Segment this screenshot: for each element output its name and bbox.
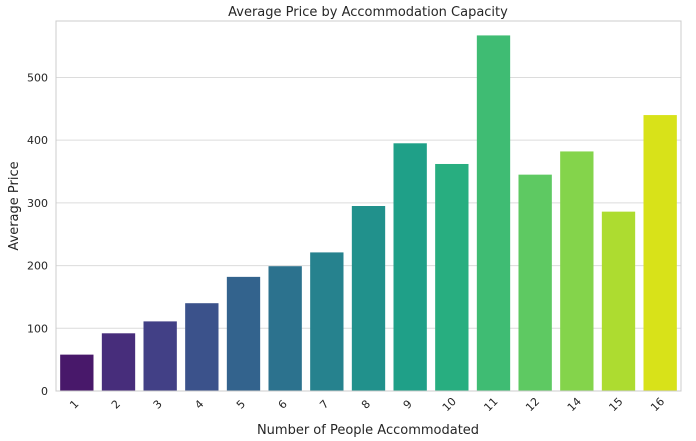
- y-tick-label: 100: [27, 322, 48, 335]
- x-tick-label: 11: [481, 395, 500, 414]
- y-tick-label: 400: [27, 134, 48, 147]
- x-tick-label: 16: [648, 395, 667, 414]
- y-tick-labels: 0 100 200 300 400 500: [27, 71, 48, 398]
- chart-title: Average Price by Accommodation Capacity: [228, 5, 508, 20]
- bar-4: [185, 303, 219, 391]
- bar-1: [60, 354, 94, 391]
- bar-10: [435, 163, 469, 391]
- x-tick-label: 5: [234, 397, 248, 411]
- y-tick-label: 500: [27, 71, 48, 84]
- x-tick-label: 3: [151, 397, 165, 411]
- bar-16: [643, 115, 677, 391]
- y-axis-label: Average Price: [7, 161, 22, 250]
- bar-3: [143, 321, 177, 391]
- x-tick-label: 8: [359, 397, 373, 411]
- x-tick-label: 10: [440, 395, 459, 414]
- x-axis-label: Number of People Accommodated: [257, 423, 479, 438]
- bar-15: [601, 211, 636, 391]
- x-tick-label: 2: [109, 397, 123, 411]
- plot-frame: [55, 20, 682, 392]
- bar-7: [310, 252, 344, 391]
- bar-5: [226, 276, 261, 391]
- x-tick-label: 14: [565, 395, 584, 414]
- y-tick-label: 200: [27, 260, 48, 273]
- bar-2: [101, 333, 136, 391]
- bar-6: [268, 266, 302, 391]
- x-tick-label: 1: [67, 397, 81, 411]
- x-tick-label: 6: [276, 397, 290, 411]
- bar-14: [560, 151, 594, 391]
- x-tick-label: 4: [192, 397, 206, 411]
- x-tick-label: 7: [317, 397, 331, 411]
- y-tick-label: 300: [27, 197, 48, 210]
- x-tick-label: 9: [401, 397, 415, 411]
- x-tick-labels: 1 2 3 4 5 6 7 8 9 10 11 12 14 15 16: [67, 395, 667, 414]
- x-tick-label: 15: [606, 395, 625, 414]
- bar-8: [351, 206, 386, 391]
- x-tick-label: 12: [523, 395, 542, 414]
- bar-12: [518, 174, 552, 391]
- y-tick-label: 0: [41, 385, 48, 398]
- bars: [60, 35, 677, 391]
- bar-9: [393, 143, 427, 391]
- bar-11: [476, 35, 511, 391]
